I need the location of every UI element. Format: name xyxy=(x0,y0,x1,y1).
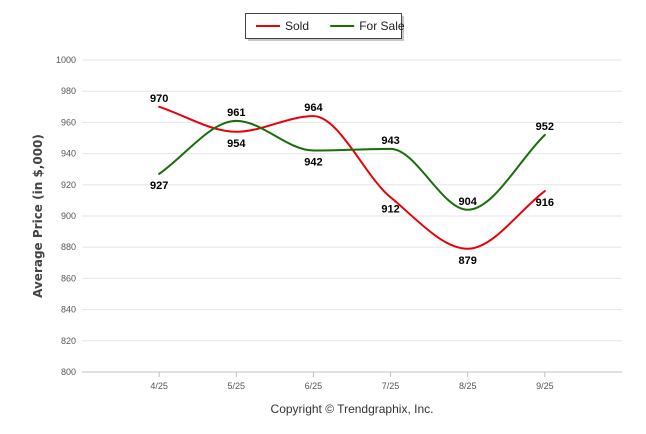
y-tick-label: 960 xyxy=(61,117,76,127)
data-label: 954 xyxy=(227,138,246,150)
x-tick-label: 8/25 xyxy=(459,381,477,391)
legend-item-1[interactable]: For Sale xyxy=(330,19,405,33)
legend[interactable]: Sold For Sale xyxy=(245,13,405,42)
y-tick-label: 900 xyxy=(61,211,76,221)
data-label: 912 xyxy=(381,203,399,215)
y-tick-label: 840 xyxy=(61,305,76,315)
y-axis-label: Average Price (in $,000) xyxy=(31,134,45,298)
data-label: 970 xyxy=(150,93,168,105)
y-axis-ticks: 800 820 840 860 880 900 920 940 960 980 1000 xyxy=(56,55,76,377)
data-label: 964 xyxy=(304,102,323,114)
y-tick-label: 1000 xyxy=(56,55,76,65)
x-tick-label: 7/25 xyxy=(382,381,400,391)
data-labels: 970 954 964 912 879 916 927 961 942 943 904 952 xyxy=(150,93,554,267)
y-tick-label: 800 xyxy=(61,367,76,377)
x-tick-label: 6/25 xyxy=(305,381,323,391)
data-label: 927 xyxy=(150,180,168,192)
y-tick-label: 860 xyxy=(61,273,76,283)
y-gridlines xyxy=(82,59,622,373)
data-label: 943 xyxy=(381,135,399,147)
legend-label: Sold xyxy=(285,19,309,33)
x-axis: 4/25 5/25 6/25 7/25 8/25 9/25 xyxy=(82,371,622,391)
y-tick-label: 920 xyxy=(61,180,76,190)
x-tick-label: 5/25 xyxy=(228,381,246,391)
series-line-0 xyxy=(158,105,546,250)
y-tick-label: 980 xyxy=(61,86,76,96)
series-line-1 xyxy=(158,119,546,211)
copyright-credit: Copyright © Trendgraphix, Inc. xyxy=(271,402,434,416)
series-lines xyxy=(158,105,546,250)
data-label: 942 xyxy=(304,156,322,168)
y-tick-label: 940 xyxy=(61,149,76,159)
data-label: 879 xyxy=(459,255,477,267)
x-tick-label: 9/25 xyxy=(536,381,554,391)
y-tick-label: 880 xyxy=(61,242,76,252)
y-tick-label: 820 xyxy=(61,336,76,346)
data-label: 916 xyxy=(536,197,554,209)
legend-label: For Sale xyxy=(359,19,405,33)
data-label: 961 xyxy=(227,107,245,119)
x-tick-label: 4/25 xyxy=(150,381,168,391)
data-label: 952 xyxy=(536,121,554,133)
legend-item-0[interactable]: Sold xyxy=(256,19,309,33)
data-label: 904 xyxy=(459,196,478,208)
